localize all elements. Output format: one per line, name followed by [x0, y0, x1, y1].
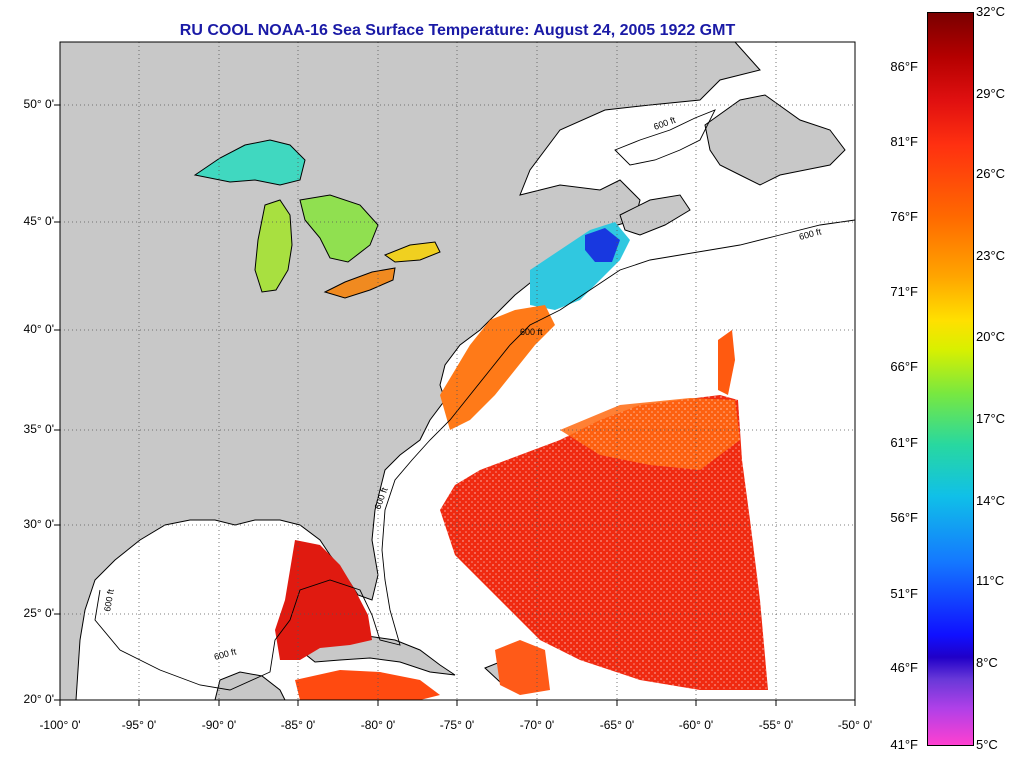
lat-label-45: 45° 0'	[23, 214, 54, 228]
isobath-600ft	[94, 219, 855, 691]
sst-caribbean	[295, 670, 440, 700]
lon-label: -90° 0'	[201, 718, 237, 732]
lat-label-40: 40° 0'	[23, 322, 54, 336]
lat-label-25: 25° 0'	[23, 606, 54, 620]
fahrenheit-label: 81°F	[890, 134, 918, 149]
fahrenheit-label: 71°F	[890, 284, 918, 299]
lake-ontario	[383, 241, 441, 263]
sst-eastern-gulf	[275, 540, 372, 660]
lon-label: -65° 0'	[599, 718, 635, 732]
celsius-label: 32°C	[976, 4, 1006, 19]
sst-speckle	[440, 395, 768, 690]
map-title: RU COOL NOAA-16 Sea Surface Temperature:…	[179, 22, 736, 39]
lon-label: -70° 0'	[519, 718, 555, 732]
lon-label: -85° 0'	[280, 718, 316, 732]
lat-label-20: 20° 0'	[23, 692, 54, 706]
lake-erie	[323, 267, 396, 299]
lake-superior	[193, 139, 306, 186]
fahrenheit-label: 86°F	[890, 59, 918, 74]
land-nova-scotia	[619, 194, 691, 236]
sst-west-gulf	[180, 700, 200, 715]
fahrenheit-label: 41°F	[890, 737, 918, 752]
lake-huron	[299, 194, 379, 263]
celsius-label: 5°C	[976, 737, 998, 752]
lat-label-35: 35° 0'	[23, 422, 54, 436]
lat-label-30: 30° 0'	[23, 517, 54, 531]
land-newfoundland	[704, 94, 846, 186]
sst-northeast-patch	[718, 330, 735, 395]
isobath-label: 600 ft	[520, 327, 543, 337]
graticule	[60, 42, 855, 700]
celsius-label: 8°C	[976, 655, 998, 670]
celsius-label: 23°C	[976, 248, 1006, 263]
lon-label: -80° 0'	[360, 718, 396, 732]
celsius-label: 20°C	[976, 329, 1006, 344]
axis-ticks	[54, 104, 856, 706]
lake-michigan	[254, 199, 293, 293]
celsius-label: 17°C	[976, 411, 1006, 426]
fahrenheit-label: 51°F	[890, 586, 918, 601]
fahrenheit-label: 56°F	[890, 510, 918, 525]
celsius-label: 26°C	[976, 166, 1006, 181]
isobath-newfoundland	[614, 109, 716, 166]
sst-south-patch	[495, 640, 550, 695]
fahrenheit-label: 61°F	[890, 435, 918, 450]
sst-mid-atlantic	[440, 305, 555, 430]
fahrenheit-label: 46°F	[890, 660, 918, 675]
temperature-colorbar	[927, 12, 974, 746]
lon-label: -95° 0'	[121, 718, 157, 732]
lon-label: -60° 0'	[678, 718, 714, 732]
isobath-label: 600 ft	[102, 588, 116, 612]
lon-label: -100° 0'	[39, 718, 81, 732]
lat-label-50: 50° 0'	[23, 97, 54, 111]
fahrenheit-label: 66°F	[890, 359, 918, 374]
celsius-label: 29°C	[976, 86, 1006, 101]
lon-label: -50° 0'	[837, 718, 873, 732]
celsius-label: 14°C	[976, 493, 1006, 508]
fahrenheit-label: 76°F	[890, 209, 918, 224]
lon-label: -75° 0'	[439, 718, 475, 732]
sst-bay-of-fundy	[585, 228, 620, 262]
lon-label: -55° 0'	[758, 718, 794, 732]
celsius-label: 11°C	[976, 573, 1005, 588]
